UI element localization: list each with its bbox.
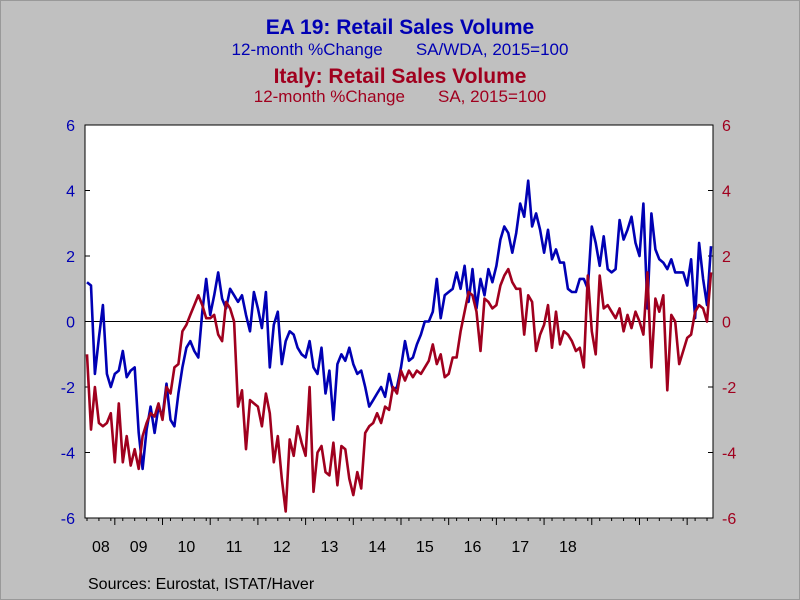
x-tick-label: 08 [92, 539, 110, 556]
y-left-tick-label: 6 [66, 118, 75, 135]
ea-title: EA 19: Retail Sales Volume [265, 16, 535, 39]
y-left-tick-label: 2 [66, 249, 75, 266]
y-right-tick-label: 2 [722, 249, 731, 266]
italy-title: Italy: Retail Sales Volume [273, 65, 527, 88]
x-tick-label: 15 [416, 539, 434, 556]
source-note: Sources: Eurostat, ISTAT/Haver [88, 576, 315, 593]
x-tick-label: 17 [511, 539, 529, 556]
x-tick-label: 09 [130, 539, 148, 556]
x-tick-label: 12 [273, 539, 291, 556]
y-left-tick-label: -6 [61, 511, 75, 528]
italy-subtitle: 12-month %Change SA, 2015=100 [253, 87, 547, 106]
y-left-tick-label: -2 [61, 380, 75, 397]
x-tick-label: 18 [559, 539, 577, 556]
y-right-tick-label: -6 [722, 511, 736, 528]
y-right-tick-label: 4 [722, 184, 731, 201]
y-left-tick-label: -4 [61, 446, 75, 463]
x-tick-label: 14 [368, 539, 386, 556]
y-right-tick-label: 6 [722, 118, 731, 135]
x-tick-label: 16 [464, 539, 482, 556]
ea-subtitle: 12-month %Change SA/WDA, 2015=100 [231, 40, 569, 59]
x-tick-label: 13 [321, 539, 339, 556]
y-right-tick-label: 0 [722, 315, 731, 332]
series-line-italy [85, 267, 713, 513]
x-tick-label: 11 [226, 539, 243, 556]
y-right-tick-label: -2 [722, 380, 736, 397]
y-left-tick-label: 4 [66, 184, 75, 201]
y-left-tick-label: 0 [66, 315, 75, 332]
y-right-tick-label: -4 [722, 446, 736, 463]
x-tick-label: 10 [177, 539, 195, 556]
